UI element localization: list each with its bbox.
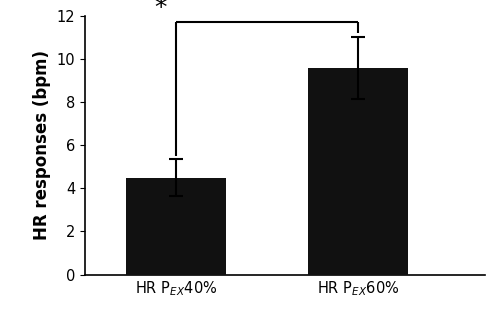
Bar bbox=[126, 178, 226, 275]
Text: *: * bbox=[154, 0, 167, 20]
Y-axis label: HR responses (bpm): HR responses (bpm) bbox=[33, 50, 51, 240]
Bar bbox=[308, 68, 408, 275]
